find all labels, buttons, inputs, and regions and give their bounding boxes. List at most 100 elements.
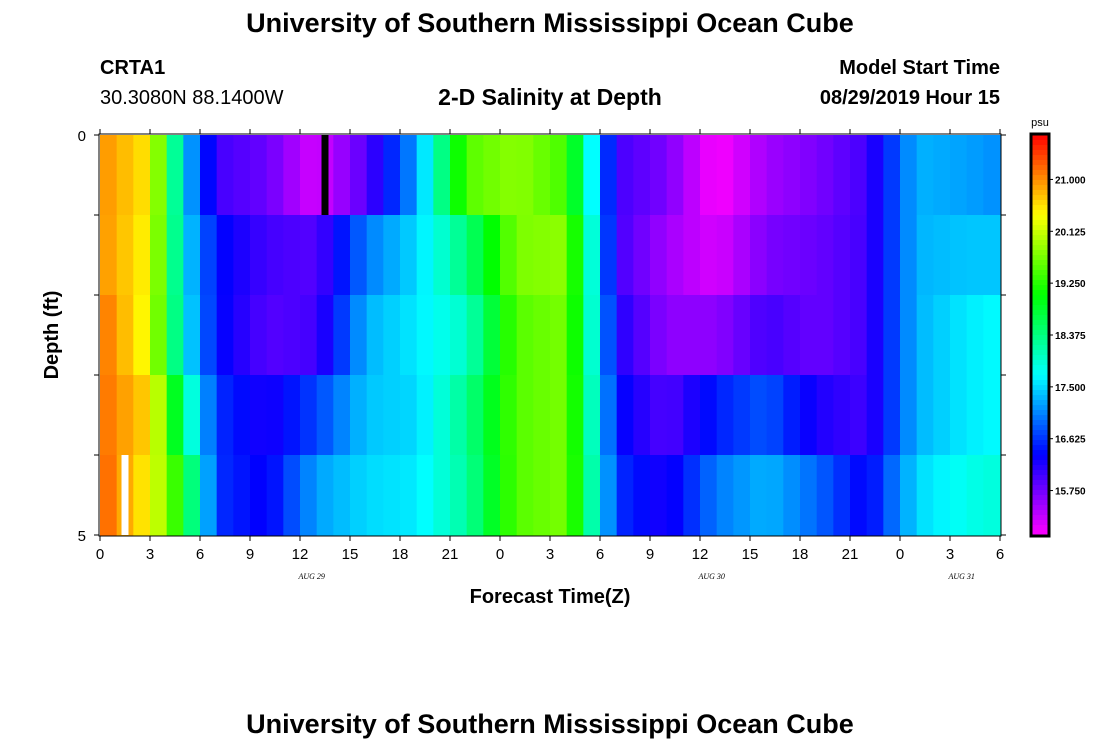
heatmap-cell [316, 295, 334, 376]
colorbar-swatch [1032, 380, 1048, 386]
heatmap-cell [250, 455, 268, 536]
heatmap-cell [450, 455, 468, 536]
heatmap-cell [633, 135, 651, 216]
heatmap-cell [266, 215, 284, 296]
colorbar-swatch [1032, 305, 1048, 311]
heatmap-cell [283, 135, 301, 216]
colorbar-swatch [1032, 165, 1048, 171]
colorbar-swatch [1032, 220, 1048, 226]
heatmap-cell [950, 215, 968, 296]
colorbar-tick-label: 17.500 [1055, 383, 1086, 394]
heatmap-cell [650, 135, 668, 216]
y-axis-title: Depth (ft) [41, 291, 63, 380]
heatmap-cell [466, 455, 484, 536]
heatmap-cell [216, 295, 234, 376]
colorbar-swatch [1032, 190, 1048, 196]
heatmap-cell [800, 375, 818, 456]
x-tick-label: 0 [496, 546, 504, 563]
heatmap-cell [816, 135, 834, 216]
heatmap-cell [650, 295, 668, 376]
heatmap-cell [700, 215, 718, 296]
heatmap-cell [400, 295, 418, 376]
colorbar-swatch [1032, 425, 1048, 431]
heatmap-cell [400, 455, 418, 536]
heatmap-cell [566, 135, 584, 216]
heatmap-cell [450, 215, 468, 296]
x-tick-label: 3 [946, 546, 954, 563]
heatmap-cell [116, 295, 134, 376]
colorbar-swatch [1032, 495, 1048, 501]
colorbar-swatch [1032, 175, 1048, 181]
heatmap-markers [121, 135, 329, 535]
heatmap-cell [333, 135, 351, 216]
heatmap-cell [650, 375, 668, 456]
heatmap-cell [900, 455, 918, 536]
colorbar-swatch [1032, 315, 1048, 321]
heatmap-cell [250, 375, 268, 456]
heatmap-cell [783, 455, 801, 536]
heatmap-cell [616, 215, 634, 296]
colorbar-swatch [1032, 260, 1048, 266]
heatmap-cell [883, 295, 901, 376]
heatmap-cell [500, 215, 518, 296]
colorbar-tick-label: 15.750 [1055, 487, 1086, 498]
colorbar-swatch [1032, 525, 1048, 531]
heatmap-cell [700, 295, 718, 376]
heatmap-cell [133, 215, 151, 296]
heatmap-cell [600, 455, 618, 536]
page-title: University of Southern Mississippi Ocean… [246, 8, 854, 38]
heatmap-cell [733, 215, 751, 296]
heatmap-cell [166, 135, 184, 216]
colorbar-swatch [1032, 450, 1048, 456]
model-start-value: 08/29/2019 Hour 15 [819, 87, 1000, 109]
heatmap-cell [166, 375, 184, 456]
model-start-label: Model Start Time [839, 57, 1000, 79]
heatmap-cell [516, 455, 534, 536]
heatmap-cell [933, 215, 951, 296]
heatmap-cell [316, 455, 334, 536]
x-tick-label: 0 [96, 546, 104, 563]
heatmap-cell [166, 215, 184, 296]
heatmap-cell [850, 135, 868, 216]
heatmap-cell [183, 455, 201, 536]
heatmap-cell [983, 295, 1001, 376]
heatmap-cell [200, 295, 218, 376]
heatmap-cell [366, 215, 384, 296]
heatmap-cell [183, 295, 201, 376]
heatmap-cell [566, 215, 584, 296]
colorbar-swatch [1032, 440, 1048, 446]
heatmap-cell [383, 295, 401, 376]
heatmap-cell [300, 375, 318, 456]
heatmap-cell [950, 295, 968, 376]
colorbar-swatch [1032, 460, 1048, 466]
heatmap-cell [716, 135, 734, 216]
colorbar-swatch [1032, 250, 1048, 256]
heatmap-cell [966, 455, 984, 536]
colorbar-swatch [1032, 160, 1048, 166]
heatmap-cell [633, 295, 651, 376]
x-tick-label: 3 [146, 546, 154, 563]
colorbar-swatch [1032, 500, 1048, 506]
station-name: CRTA1 [100, 57, 166, 79]
colorbar-swatch [1032, 140, 1048, 146]
heatmap-cell [516, 375, 534, 456]
colorbar-swatch [1032, 415, 1048, 421]
heatmap-cell [750, 135, 768, 216]
heatmap-cell [950, 375, 968, 456]
heatmap-cell [583, 135, 601, 216]
heatmap-cell [816, 295, 834, 376]
heatmap-cell [200, 375, 218, 456]
heatmap-cell [566, 375, 584, 456]
heatmap-cell [833, 135, 851, 216]
heatmap-cell [533, 295, 551, 376]
heatmap-cell [550, 215, 568, 296]
heatmap-cell [766, 215, 784, 296]
colorbar-swatch [1032, 170, 1048, 176]
colorbar-swatch [1032, 255, 1048, 261]
colorbar-swatch [1032, 150, 1048, 156]
heatmap-cell [633, 375, 651, 456]
heatmap-cell [750, 375, 768, 456]
heatmap-cell [800, 295, 818, 376]
heatmap-cell [683, 135, 701, 216]
colorbar-swatch [1032, 365, 1048, 371]
